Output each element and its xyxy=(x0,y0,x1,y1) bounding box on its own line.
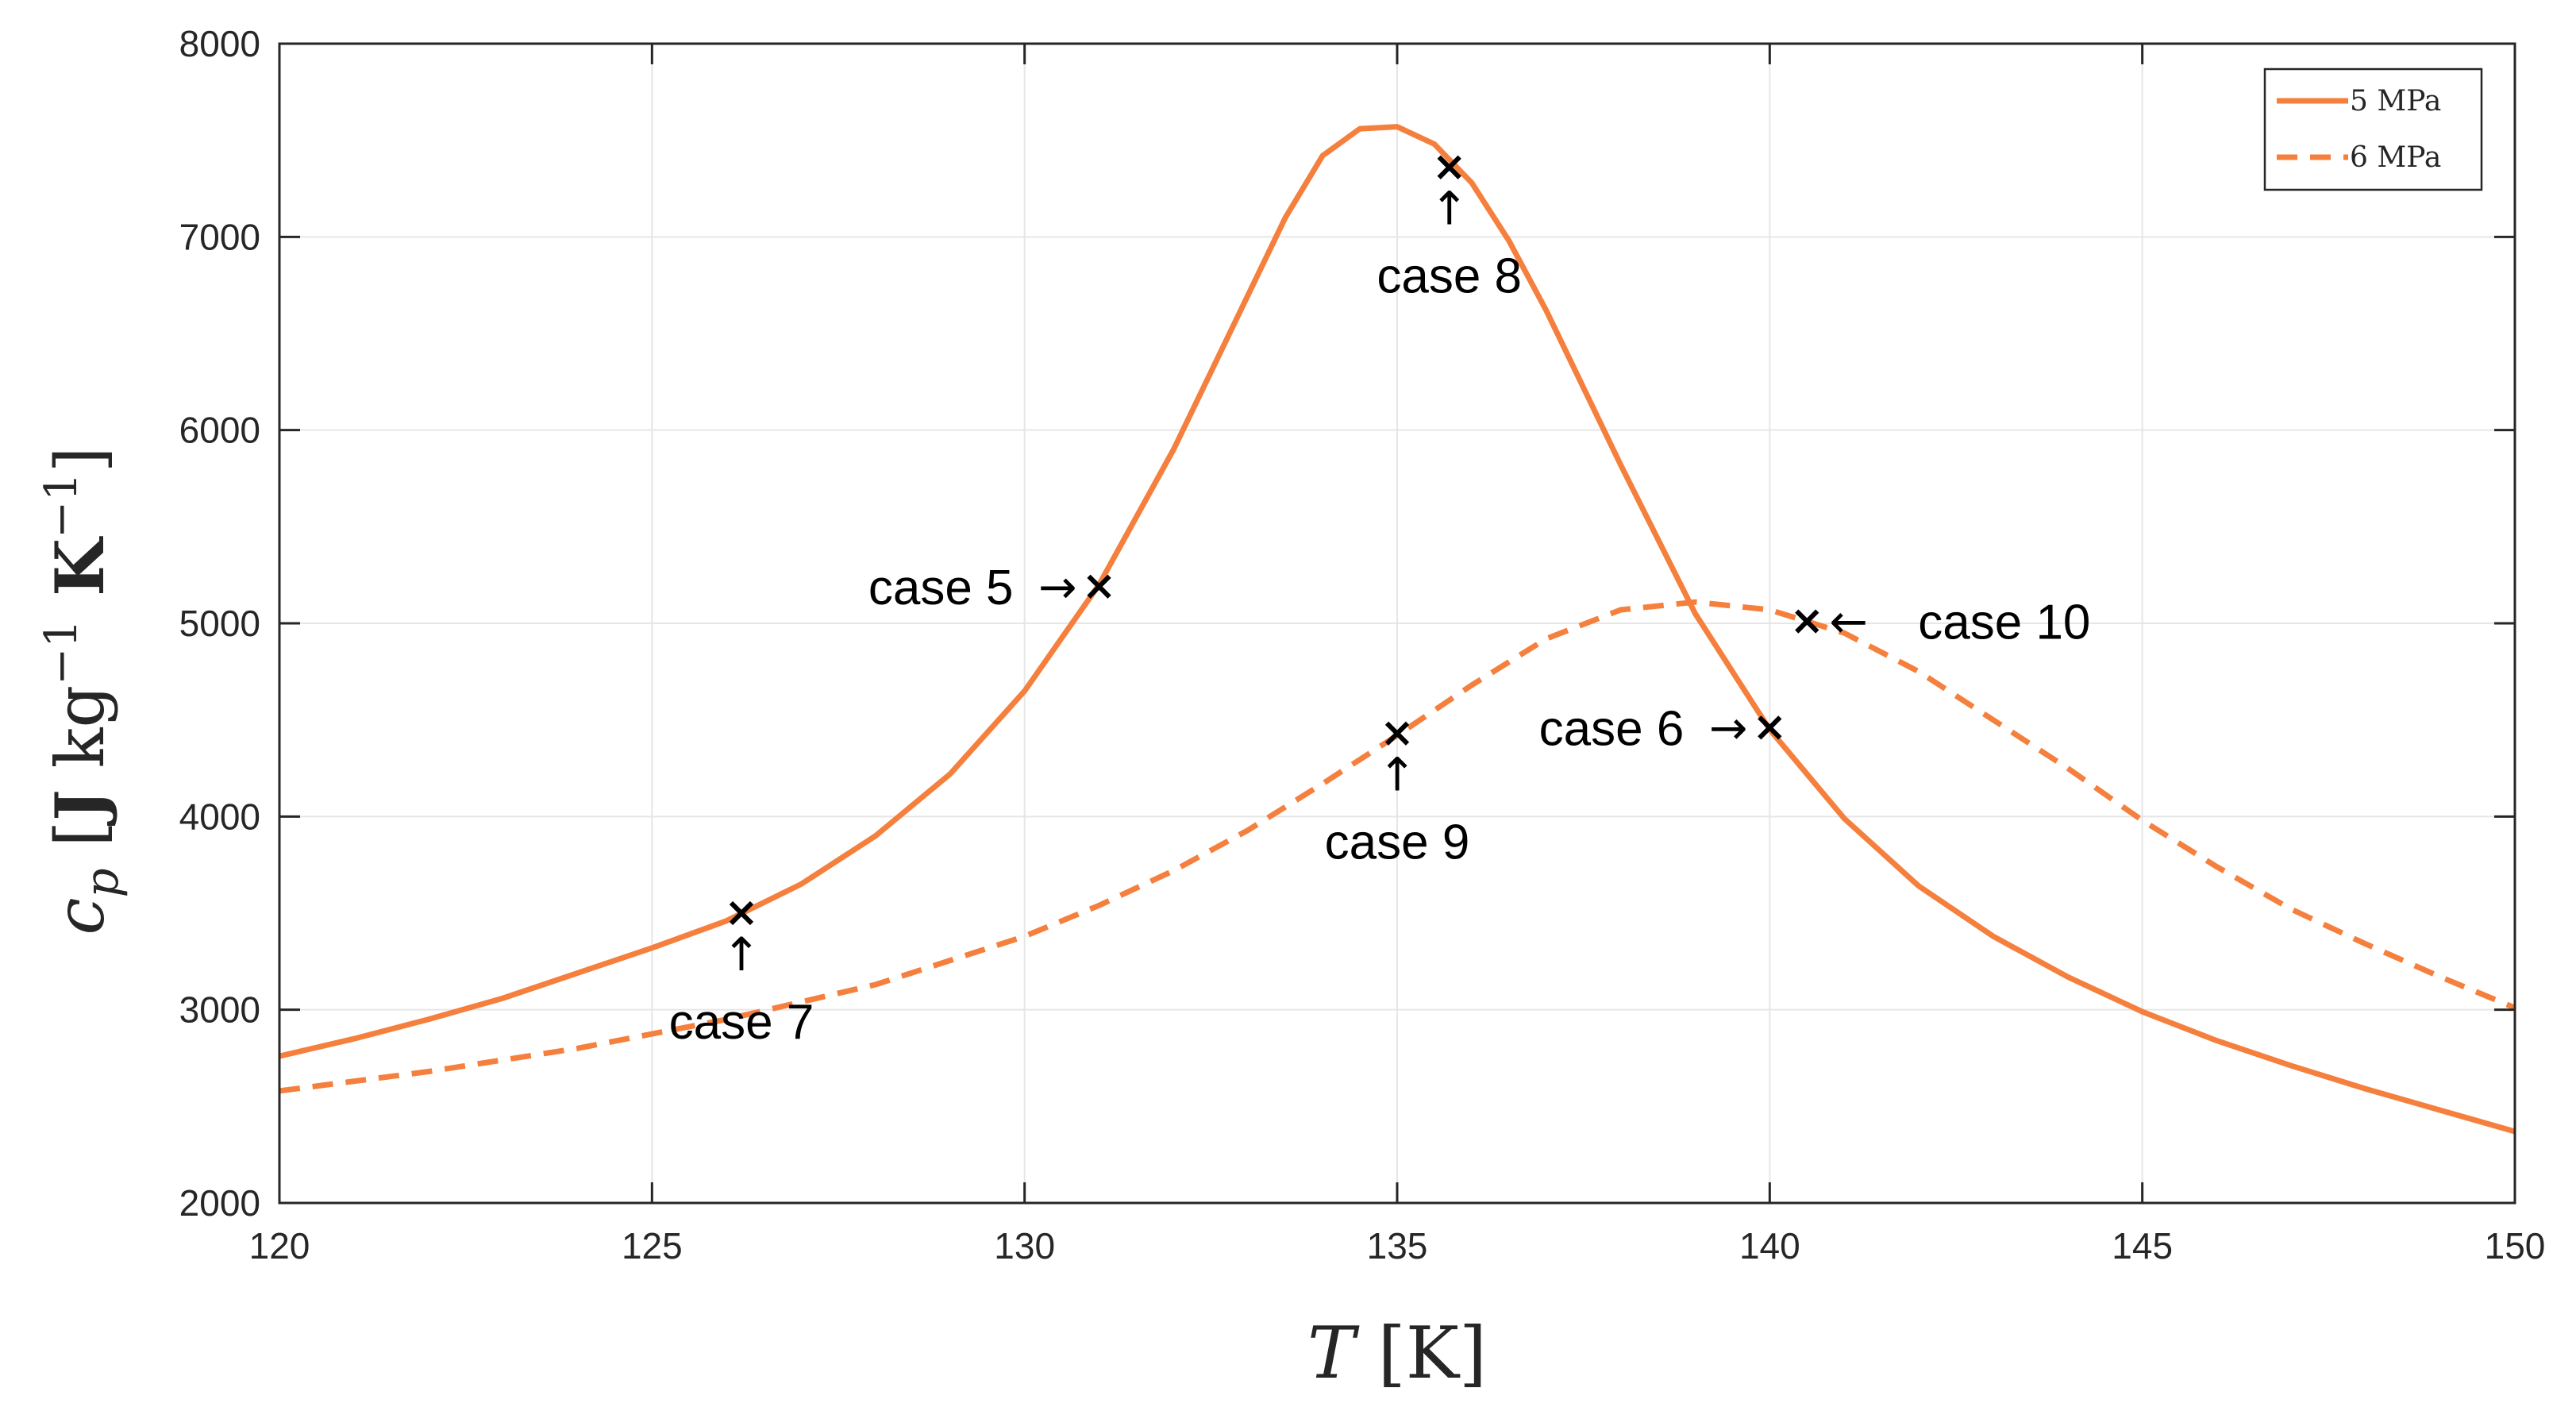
x-tick-label: 130 xyxy=(994,1225,1055,1266)
annotation-label-case-10: case 10 xyxy=(1918,596,2090,650)
x-tick-label: 150 xyxy=(2485,1225,2546,1266)
series-line-5-mpa xyxy=(279,124,2516,1135)
x-axis-title: T [K] xyxy=(1307,1312,1487,1395)
axes: 120 125 130 135 140 145 150 2000 3000 4000 5000 600… xyxy=(179,23,2546,1266)
annotation-arrow-case-10: ← xyxy=(1829,595,1868,649)
x-tick-label: 135 xyxy=(1367,1225,1428,1266)
marker-case-8 xyxy=(1437,155,1461,179)
x-tick-label: 120 xyxy=(249,1225,310,1266)
y-tick-label: 8000 xyxy=(179,23,260,64)
marker-case-6 xyxy=(1758,715,1782,740)
legend-box xyxy=(2263,67,2483,191)
marker-case-5 xyxy=(1087,574,1111,599)
marker-case-10 xyxy=(1795,609,1819,634)
legend-label-6mpa: 6 MPa xyxy=(2350,141,2441,174)
annotation-arrow-case-7: ↑ xyxy=(722,927,761,981)
annotation-arrow-case-9: ↑ xyxy=(1378,748,1417,802)
y-tick-label: 5000 xyxy=(179,603,260,644)
marker-layer: case 5 → case 6 → case 7 ↑ case 8 ↑ case 9 ↑ case … xyxy=(669,155,2090,1050)
annotation-label-case-7: case 7 xyxy=(669,995,814,1050)
x-tick-label: 140 xyxy=(1739,1225,1800,1266)
legend: 5 MPa 6 MPa xyxy=(2263,67,2483,191)
x-tick-label: 145 xyxy=(2112,1225,2173,1266)
y-tick-label: 7000 xyxy=(179,216,260,257)
series-layer xyxy=(279,124,2516,1135)
y-tick-label: 4000 xyxy=(179,796,260,837)
marker-case-7 xyxy=(729,900,754,926)
y-tick-label: 6000 xyxy=(179,410,260,451)
annotation-label-case-5: case 5 xyxy=(868,561,1014,615)
annotation-arrow-case-5: → xyxy=(1038,560,1077,614)
annotation-arrow-case-8: ↑ xyxy=(1430,182,1469,236)
y-tick-label: 3000 xyxy=(179,989,260,1031)
legend-label-5mpa: 5 MPa xyxy=(2350,85,2441,118)
y-tick-label: 2000 xyxy=(179,1182,260,1224)
marker-case-9 xyxy=(1384,721,1410,746)
annotation-arrow-case-6: → xyxy=(1709,700,1748,754)
annotation-label-case-6: case 6 xyxy=(1539,701,1685,756)
annotation-label-case-9: case 9 xyxy=(1325,815,1470,870)
annotation-label-case-8: case 8 xyxy=(1377,249,1522,304)
series-line-6-mpa xyxy=(279,599,2516,1094)
y-axis-title: cp [J kg−1 K−1] xyxy=(36,447,129,935)
x-tick-label: 125 xyxy=(622,1225,683,1266)
